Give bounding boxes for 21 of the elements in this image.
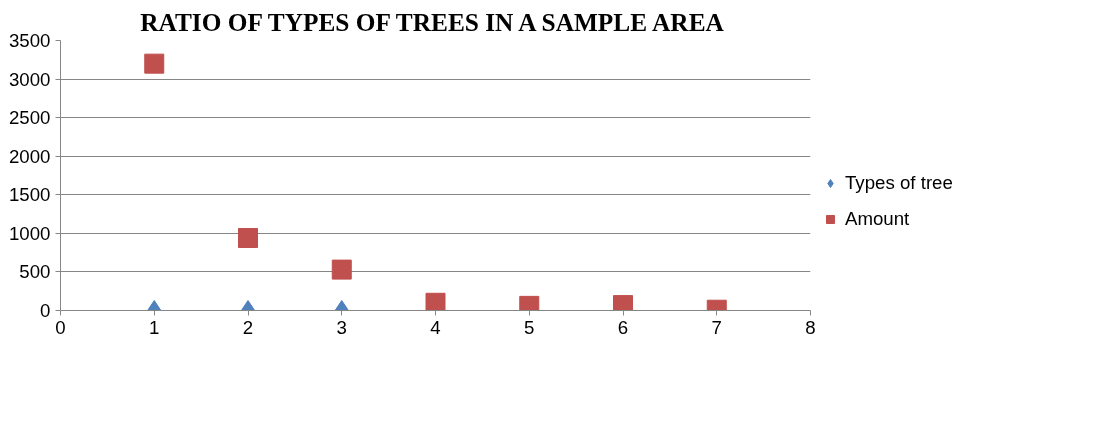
x-tick-label: 0 [55, 316, 66, 338]
chart-title: RATIO OF TYPES OF TREES IN A SAMPLE AREA [140, 7, 725, 36]
y-tick-label: 1500 [9, 184, 51, 206]
x-tick-label: 1 [149, 316, 160, 338]
x-tick-label: 2 [242, 316, 254, 338]
x-tick-label: 3 [336, 316, 347, 338]
y-tick-label: 2000 [9, 145, 51, 167]
x-tick-label: 8 [805, 316, 816, 338]
legend-label: Amount [845, 208, 910, 230]
y-tick-label: 0 [40, 300, 51, 321]
y-tick-label: 500 [19, 261, 51, 283]
y-tick-label: 3000 [9, 68, 51, 90]
x-tick-label: 4 [430, 316, 441, 338]
y-tick-label: 3500 [9, 30, 51, 51]
x-tick-label: 6 [617, 316, 629, 338]
point [144, 53, 165, 74]
legend-label: Types of tree [845, 172, 953, 194]
y-tick-label: 1000 [9, 222, 51, 244]
y-tick-label: 2500 [9, 107, 51, 129]
x-tick-label: 5 [524, 316, 535, 338]
x-tick-label: 7 [711, 316, 722, 338]
